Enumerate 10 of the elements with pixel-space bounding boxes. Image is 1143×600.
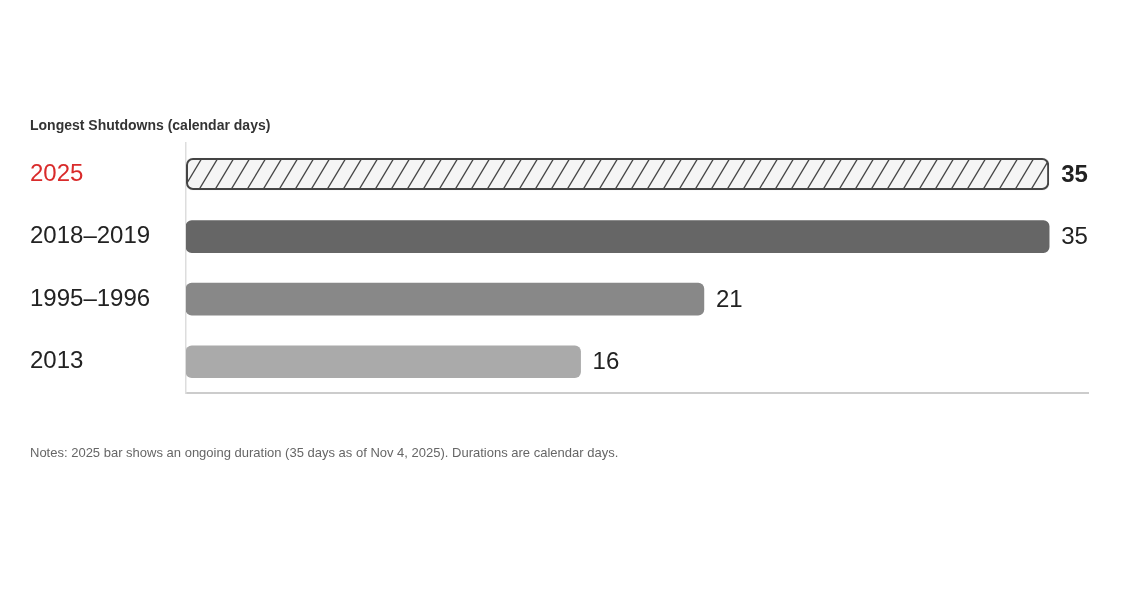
chart-title: Longest Shutdowns (calendar days) xyxy=(30,117,271,134)
y-tick-label: 1995–1996 xyxy=(30,283,151,311)
data-label: 35 xyxy=(1061,159,1088,187)
data-label: 35 xyxy=(1061,222,1088,250)
y-tick-label: 2018–2019 xyxy=(30,221,151,249)
text: Notes: 2025 bar shows an ongoing duration (35 days as of Nov 4, 2025). Durations are calendar days. xyxy=(30,444,619,460)
y-tick-label: 2025 xyxy=(30,158,84,186)
data-label: 21 xyxy=(715,284,743,312)
y-tick-label: 2013 xyxy=(30,346,84,374)
data-label: 16 xyxy=(592,347,620,375)
